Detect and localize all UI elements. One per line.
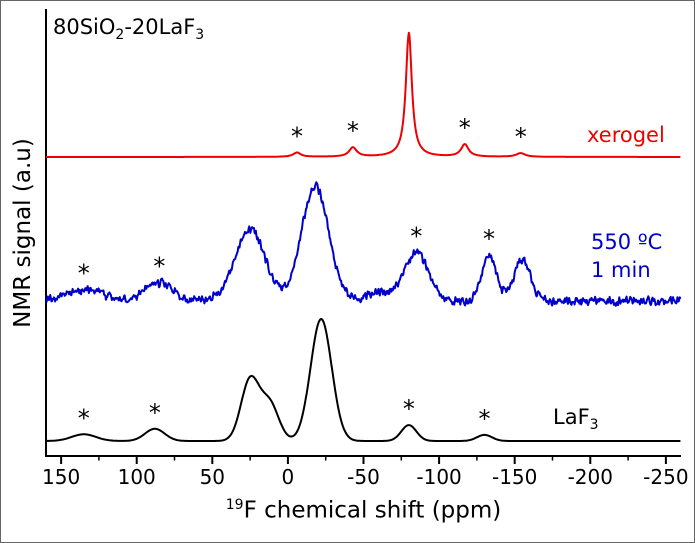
sideband-marker-550C-1min: *: [78, 260, 90, 288]
composition-pre: 80SiO: [53, 15, 116, 39]
sideband-marker-550C-1min: *: [410, 223, 422, 251]
x-axis-label-text: F chemical shift (ppm): [243, 497, 502, 524]
curve-LaF3: [45, 318, 681, 442]
x-tick-label: -200: [568, 465, 613, 489]
x-tick-label: -250: [643, 465, 688, 489]
x-tick-label: -100: [416, 465, 461, 489]
sideband-marker-LaF3: *: [478, 405, 490, 433]
y-axis-label: NMR signal (a.u): [10, 138, 36, 328]
composition-sub1: 2: [115, 27, 125, 44]
x-tick-label: 0: [282, 465, 295, 489]
x-tick-label: 100: [118, 465, 156, 489]
sideband-marker-xerogel: *: [347, 117, 359, 145]
sideband-marker-LaF3: *: [78, 404, 90, 432]
sideband-marker-550C-1min: *: [153, 253, 165, 281]
x-tick-label: 50: [200, 465, 225, 489]
composition-mid: -20LaF: [124, 15, 196, 39]
x-tick-label: -150: [492, 465, 537, 489]
label-laf3-text: LaF: [553, 405, 590, 429]
label-laf3-subscript: 3: [589, 417, 599, 434]
x-tick-label: 150: [42, 465, 80, 489]
x-tick-label: -50: [347, 465, 380, 489]
sideband-marker-xerogel: *: [459, 114, 471, 142]
sideband-marker-xerogel: *: [291, 122, 303, 150]
composition-sub2: 3: [195, 27, 205, 44]
curve-xerogel: [45, 31, 681, 158]
sideband-marker-xerogel: *: [515, 123, 527, 151]
label-laf3: LaF3: [553, 405, 599, 433]
composition-label: 80SiO2-20LaF3: [53, 15, 204, 43]
x-axis-label-superscript: 19: [225, 497, 244, 513]
sideband-marker-LaF3: *: [403, 395, 415, 423]
x-axis-label: 19F chemical shift (ppm): [46, 497, 681, 524]
sideband-marker-LaF3: *: [149, 399, 161, 427]
label-550c-line1: 550 ºC: [591, 230, 663, 254]
curve-550C-1min: [45, 181, 682, 307]
sideband-marker-550C-1min: *: [483, 225, 495, 253]
label-550c-line2: 1 min: [591, 258, 651, 282]
label-xerogel: xerogel: [587, 123, 665, 147]
